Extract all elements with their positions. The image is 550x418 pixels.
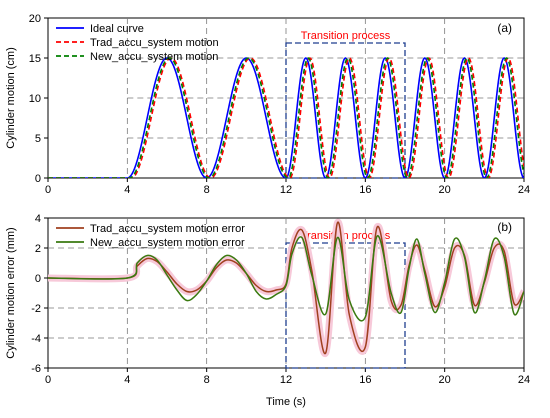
series-line-1 [48, 221, 524, 355]
x-tick-label: 12 [280, 184, 292, 196]
transition-box [285, 42, 406, 179]
x-tick-label: 12 [280, 374, 292, 386]
transition-label: Transition process [301, 230, 391, 242]
y-tick-label: 10 [29, 93, 41, 105]
series-lines-a [48, 57, 524, 178]
transition-annotation-b: Transition process [285, 230, 406, 369]
legend-label: Ideal curve [90, 23, 144, 35]
y-tick-label: -2 [31, 303, 41, 315]
transition-box [285, 242, 406, 369]
y-tick-label: 0 [35, 173, 41, 185]
x-tick-label: 24 [518, 184, 530, 196]
transition-annotation-a: Transition process [285, 30, 406, 179]
x-tick-label: 16 [359, 374, 371, 386]
legend-b: Trad_accu_system motion error New_accu_sy… [56, 223, 245, 249]
y-tick-label: 4 [35, 213, 41, 225]
x-axis-label: Time (s) [266, 396, 306, 408]
x-tick-label: 24 [518, 374, 530, 386]
y-tick-label: 15 [29, 53, 41, 65]
x-tick-label: 8 [204, 374, 210, 386]
legend-label: Trad_accu_system motion [90, 37, 219, 49]
ylabel-b: Cylinder motion error (mm) [5, 227, 17, 358]
panel-a: 0 4 8 12 16 20 24 0 5 10 15 20 Transition process (… [5, 13, 530, 196]
y-tick-label: 2 [35, 243, 41, 255]
x-tick-label: 0 [45, 184, 51, 196]
x-tick-label: 16 [359, 184, 371, 196]
legend-a: Ideal curve Trad_accu_system motion New_ac… [56, 23, 219, 63]
series-line-2 [48, 57, 524, 178]
transition-label: Transition process [301, 30, 391, 42]
y-tick-label: 0 [35, 273, 41, 285]
series-line-2 [48, 235, 524, 322]
y-tick-label: 20 [29, 13, 41, 25]
panel-label-a: (a) [497, 21, 512, 35]
x-tick-label: 4 [124, 374, 130, 386]
x-tick-label: 8 [204, 184, 210, 196]
ylabel-a: Cylinder motion (cm) [5, 47, 17, 148]
x-tick-label: 4 [124, 184, 130, 196]
legend-label: New_accu_system motion [90, 51, 218, 63]
x-tick-label: 0 [45, 374, 51, 386]
panel-label-b: (b) [497, 220, 512, 234]
y-tick-label: -6 [31, 363, 41, 375]
y-tick-label: 5 [35, 133, 41, 145]
series-lines-b [48, 218, 524, 357]
legend-label: New_accu_system motion error [90, 237, 245, 249]
x-tick-label: 20 [439, 374, 451, 386]
ticks-a: 0 4 8 12 16 20 24 0 5 10 15 20 [29, 13, 530, 196]
series-line-3 [48, 57, 524, 178]
legend-label: Trad_accu_system motion error [90, 223, 245, 235]
x-tick-label: 20 [439, 184, 451, 196]
y-tick-label: -4 [31, 333, 41, 345]
